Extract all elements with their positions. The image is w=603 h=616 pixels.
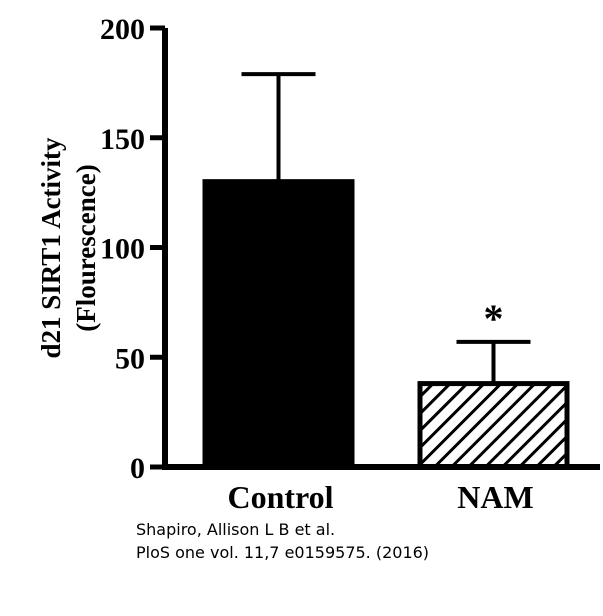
bar-chart: d21 SIRT1 Activity (Flourescence) 0 50 100…	[36, 13, 600, 515]
citation-line-2: PloS one vol. 11,7 e0159575. (2016)	[136, 543, 430, 562]
y-tick-label-0: 0	[130, 452, 145, 485]
y-tick-label-50: 50	[115, 342, 145, 375]
significance-marker-nam: *	[484, 296, 504, 341]
y-axis-label-line2: (Flourescence)	[71, 164, 101, 331]
y-tick-label-150: 150	[100, 123, 145, 156]
y-tick-label-100: 100	[100, 233, 145, 266]
x-axis-labels: Control NAM	[227, 479, 533, 515]
x-tick-label-nam: NAM	[457, 479, 533, 515]
bars-group	[202, 72, 570, 470]
y-tick-label-200: 200	[100, 13, 145, 46]
x-tick-label-control: Control	[227, 479, 333, 515]
y-axis-label-line1: d21 SIRT1 Activity	[36, 137, 66, 359]
y-axis-ticks: 0 50 100 150 200	[100, 13, 165, 485]
annotations-group: *	[484, 296, 504, 341]
citation-line-1: Shapiro, Allison L B et al.	[136, 520, 336, 539]
bar-control	[202, 179, 355, 470]
bar-nam	[417, 381, 570, 470]
